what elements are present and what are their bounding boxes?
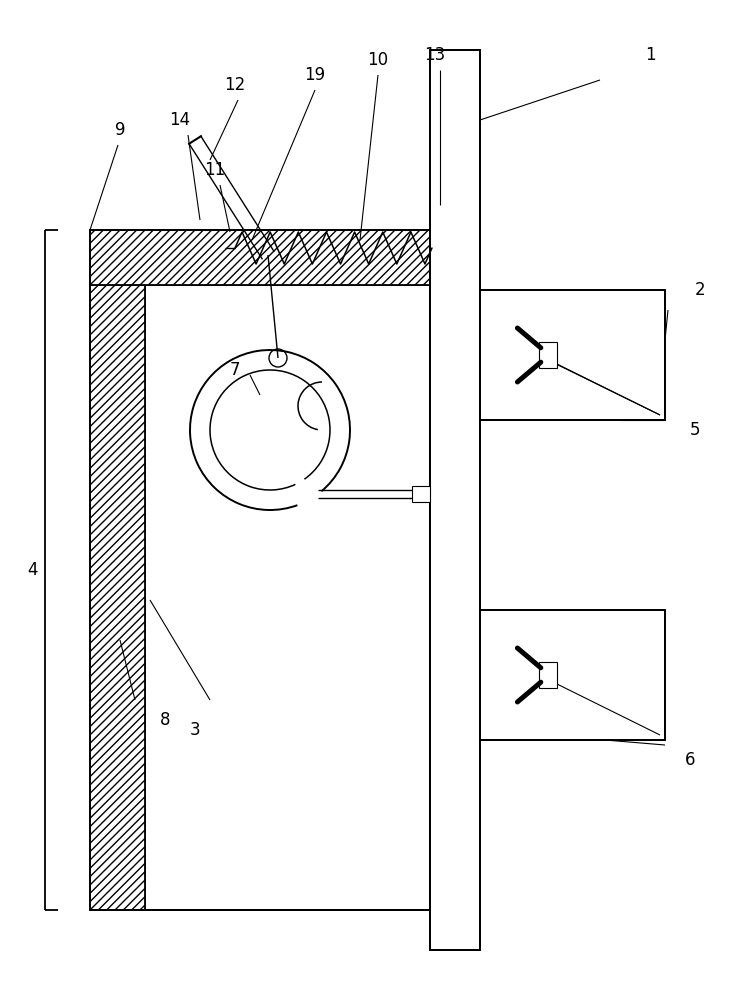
Bar xyxy=(90,230,430,910)
Text: 9: 9 xyxy=(115,121,126,139)
Bar xyxy=(430,50,480,950)
Text: 2: 2 xyxy=(695,281,705,299)
Bar xyxy=(539,342,557,368)
Bar xyxy=(430,50,480,950)
Text: 1: 1 xyxy=(644,46,655,64)
Text: 5: 5 xyxy=(690,421,700,439)
Text: 14: 14 xyxy=(169,111,190,129)
Bar xyxy=(480,610,665,740)
Bar xyxy=(90,230,430,910)
Text: 11: 11 xyxy=(205,161,226,179)
Bar xyxy=(90,230,430,285)
Bar xyxy=(480,290,665,420)
Text: 4: 4 xyxy=(27,561,38,579)
Bar xyxy=(90,230,145,910)
Bar xyxy=(539,662,557,688)
Bar xyxy=(90,230,430,285)
Bar xyxy=(90,230,145,910)
Text: 8: 8 xyxy=(159,711,170,729)
Bar xyxy=(480,610,665,740)
Bar xyxy=(480,290,665,420)
Text: 3: 3 xyxy=(190,721,200,739)
Text: 13: 13 xyxy=(424,46,446,64)
Bar xyxy=(90,230,430,910)
Text: 19: 19 xyxy=(305,66,326,84)
Text: 10: 10 xyxy=(368,51,389,69)
Bar xyxy=(412,486,430,502)
Text: 12: 12 xyxy=(224,76,246,94)
Text: 6: 6 xyxy=(685,751,696,769)
Text: 7: 7 xyxy=(230,361,240,379)
